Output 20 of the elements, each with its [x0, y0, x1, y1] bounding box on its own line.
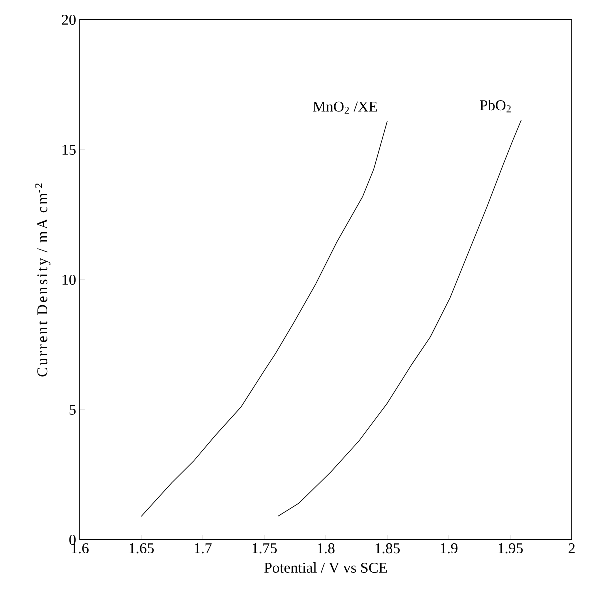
y-tick-label: 20 — [62, 14, 76, 26]
x-tick-label: 1.65 — [130, 544, 154, 554]
x-axis-title: Potential / V vs SCE — [264, 562, 388, 574]
y-tick-label: 0 — [70, 534, 76, 546]
series-label: MnO$_{2}$ /XE — [313, 102, 378, 114]
y-tick-label: 5 — [70, 405, 76, 415]
x-tick-label: 1.6 — [72, 544, 89, 554]
x-tick-label: 1.95 — [498, 544, 523, 554]
line-series — [141, 121, 388, 517]
y-tick-label: 15 — [62, 144, 76, 155]
line-series — [278, 120, 522, 517]
x-tick-label: 1.8 — [318, 544, 335, 554]
x-tick-label: 1.75 — [252, 544, 277, 554]
y-axis-title: Current Density / mA cm$^{-2}$ — [35, 184, 51, 377]
x-tick-label: 1.85 — [376, 544, 400, 554]
series-label: PbO$_{2}$ — [480, 100, 511, 113]
y-tick-label: 10 — [62, 274, 76, 286]
x-tick-label: 1.9 — [440, 544, 458, 554]
x-tick-label: 2 — [568, 544, 575, 554]
x-tick-label: 1.7 — [194, 544, 212, 554]
